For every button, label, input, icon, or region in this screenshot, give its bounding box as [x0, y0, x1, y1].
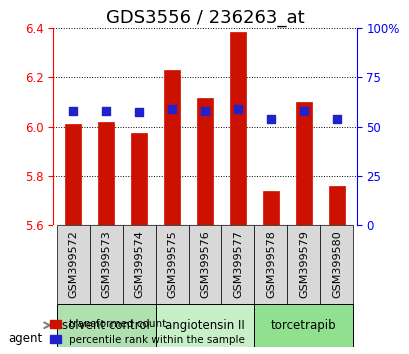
Text: GSM399573: GSM399573 — [101, 230, 111, 298]
Text: angiotensin II: angiotensin II — [165, 319, 244, 332]
Legend: transformed count, percentile rank within the sample: transformed count, percentile rank withi… — [46, 315, 249, 349]
FancyBboxPatch shape — [56, 225, 89, 304]
Text: agent: agent — [8, 332, 43, 344]
Point — [70, 109, 76, 114]
FancyBboxPatch shape — [56, 304, 155, 347]
FancyBboxPatch shape — [320, 225, 353, 304]
Text: torcetrapib: torcetrapib — [270, 319, 336, 332]
Bar — [328, 185, 344, 225]
Point — [201, 108, 208, 114]
Bar — [196, 98, 213, 225]
FancyBboxPatch shape — [188, 225, 221, 304]
Text: GSM399577: GSM399577 — [232, 230, 243, 298]
Text: GSM399576: GSM399576 — [200, 230, 209, 298]
FancyBboxPatch shape — [155, 225, 188, 304]
Text: GSM399579: GSM399579 — [298, 230, 308, 298]
Bar — [98, 122, 114, 225]
FancyBboxPatch shape — [254, 225, 287, 304]
Bar — [130, 133, 147, 225]
Text: GSM399578: GSM399578 — [265, 230, 275, 298]
Point — [135, 109, 142, 115]
FancyBboxPatch shape — [254, 304, 353, 347]
Bar — [295, 102, 311, 225]
Point — [333, 116, 339, 122]
Point — [169, 106, 175, 112]
FancyBboxPatch shape — [89, 225, 122, 304]
Bar — [163, 70, 180, 225]
Text: solvent control: solvent control — [62, 319, 150, 332]
Text: GSM399574: GSM399574 — [134, 230, 144, 298]
Bar — [262, 190, 279, 225]
Text: GSM399572: GSM399572 — [68, 230, 78, 298]
Point — [300, 108, 306, 114]
FancyBboxPatch shape — [122, 225, 155, 304]
Point — [103, 109, 109, 114]
Bar — [65, 124, 81, 225]
Title: GDS3556 / 236263_at: GDS3556 / 236263_at — [106, 9, 303, 27]
FancyBboxPatch shape — [155, 304, 254, 347]
FancyBboxPatch shape — [221, 225, 254, 304]
Point — [267, 116, 274, 122]
Point — [234, 106, 240, 112]
Text: GSM399575: GSM399575 — [166, 230, 177, 298]
Text: GSM399580: GSM399580 — [331, 230, 341, 298]
FancyBboxPatch shape — [287, 225, 320, 304]
Bar — [229, 32, 246, 225]
